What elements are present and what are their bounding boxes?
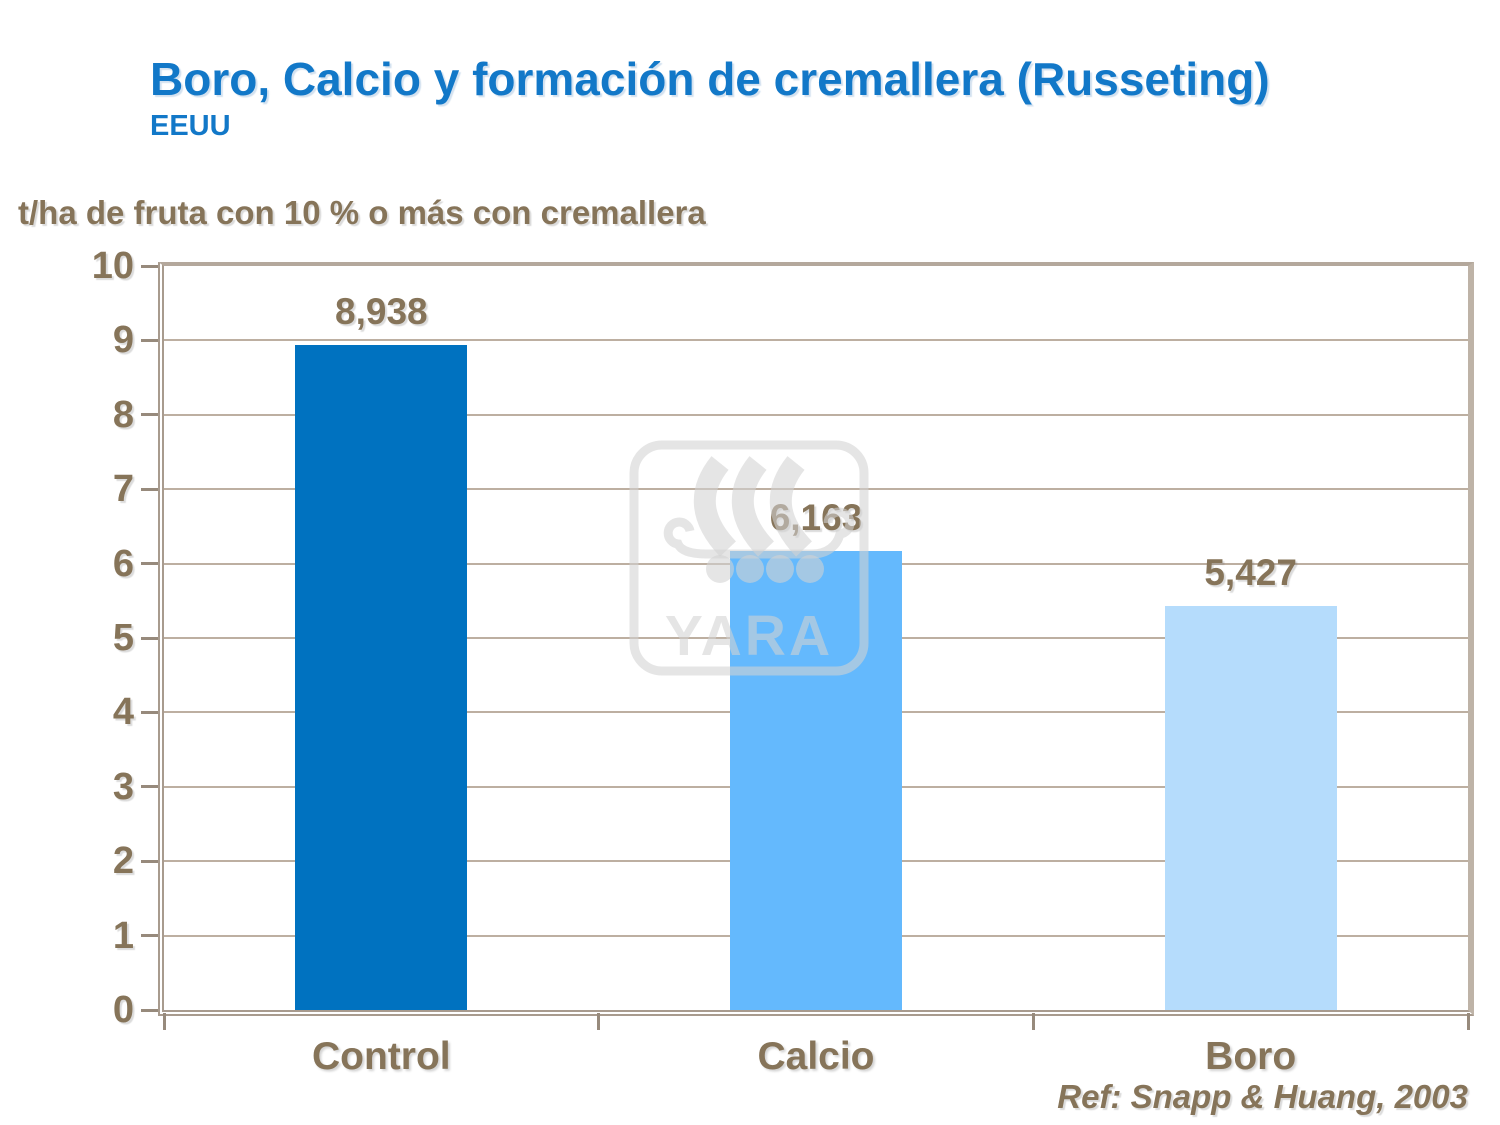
y-tick-label-2: 2 (112, 840, 134, 883)
y-tick-label-3: 3 (112, 765, 134, 808)
x-category-label-boro: Boro (1205, 1035, 1297, 1078)
bar-value-label-boro: 5,427 (1204, 552, 1297, 594)
y-tick-label-7: 7 (112, 468, 134, 511)
reference-text: Ref: Snapp & Huang, 2003 (1057, 1078, 1468, 1115)
y-tick-mark-7 (141, 487, 158, 491)
y-tick-mark-1 (141, 934, 158, 938)
gridline-9 (164, 339, 1468, 342)
y-tick-label-6: 6 (112, 542, 134, 585)
y-axis-caption: t/ha de fruta con 10 % o más con cremall… (18, 194, 706, 231)
gridline-8 (164, 413, 1468, 416)
y-tick-label-0: 0 (112, 989, 134, 1031)
y-tick-mark-10 (141, 264, 158, 268)
y-tick-label-9: 9 (112, 319, 134, 362)
bar-calcio (730, 551, 902, 1010)
y-tick-mark-3 (141, 785, 158, 789)
bar-value-label-control: 8,938 (335, 291, 428, 332)
bar-boro (1164, 606, 1337, 1010)
y-tick-label-8: 8 (112, 393, 134, 436)
bar-value-label-calcio: 6,163 (769, 497, 863, 539)
chart-subtitle: EEUU (150, 110, 231, 142)
y-tick-mark-9 (141, 338, 158, 342)
x-boundary-tick-0 (162, 1013, 166, 1030)
x-boundary-tick-3 (1466, 1013, 1470, 1030)
plot-area (158, 262, 1474, 1016)
y-tick-label-5: 5 (112, 617, 134, 659)
y-tick-mark-4 (141, 710, 158, 714)
y-tick-label-4: 4 (112, 691, 134, 734)
y-tick-mark-8 (141, 413, 158, 417)
y-tick-label-10: 10 (91, 245, 134, 287)
x-boundary-tick-1 (597, 1013, 601, 1030)
y-tick-label-1: 1 (112, 914, 134, 957)
y-tick-mark-6 (141, 562, 158, 566)
y-tick-mark-0 (141, 1008, 158, 1012)
y-tick-mark-5 (141, 636, 158, 640)
x-category-label-calcio: Calcio (757, 1035, 875, 1078)
bar-control (295, 345, 468, 1010)
chart-title: Boro, Calcio y formación de cremallera (… (150, 53, 1270, 105)
y-tick-mark-2 (141, 859, 158, 863)
x-category-label-control: Control (312, 1035, 451, 1078)
x-boundary-tick-2 (1031, 1013, 1035, 1030)
